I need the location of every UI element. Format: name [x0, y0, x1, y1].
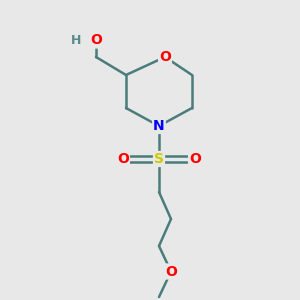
Text: O: O [90, 34, 102, 47]
Text: O: O [117, 152, 129, 166]
Text: O: O [189, 152, 201, 166]
Text: O: O [159, 50, 171, 64]
Text: N: N [153, 119, 165, 133]
Text: O: O [165, 265, 177, 278]
Text: S: S [154, 152, 164, 166]
Text: H: H [71, 34, 82, 47]
